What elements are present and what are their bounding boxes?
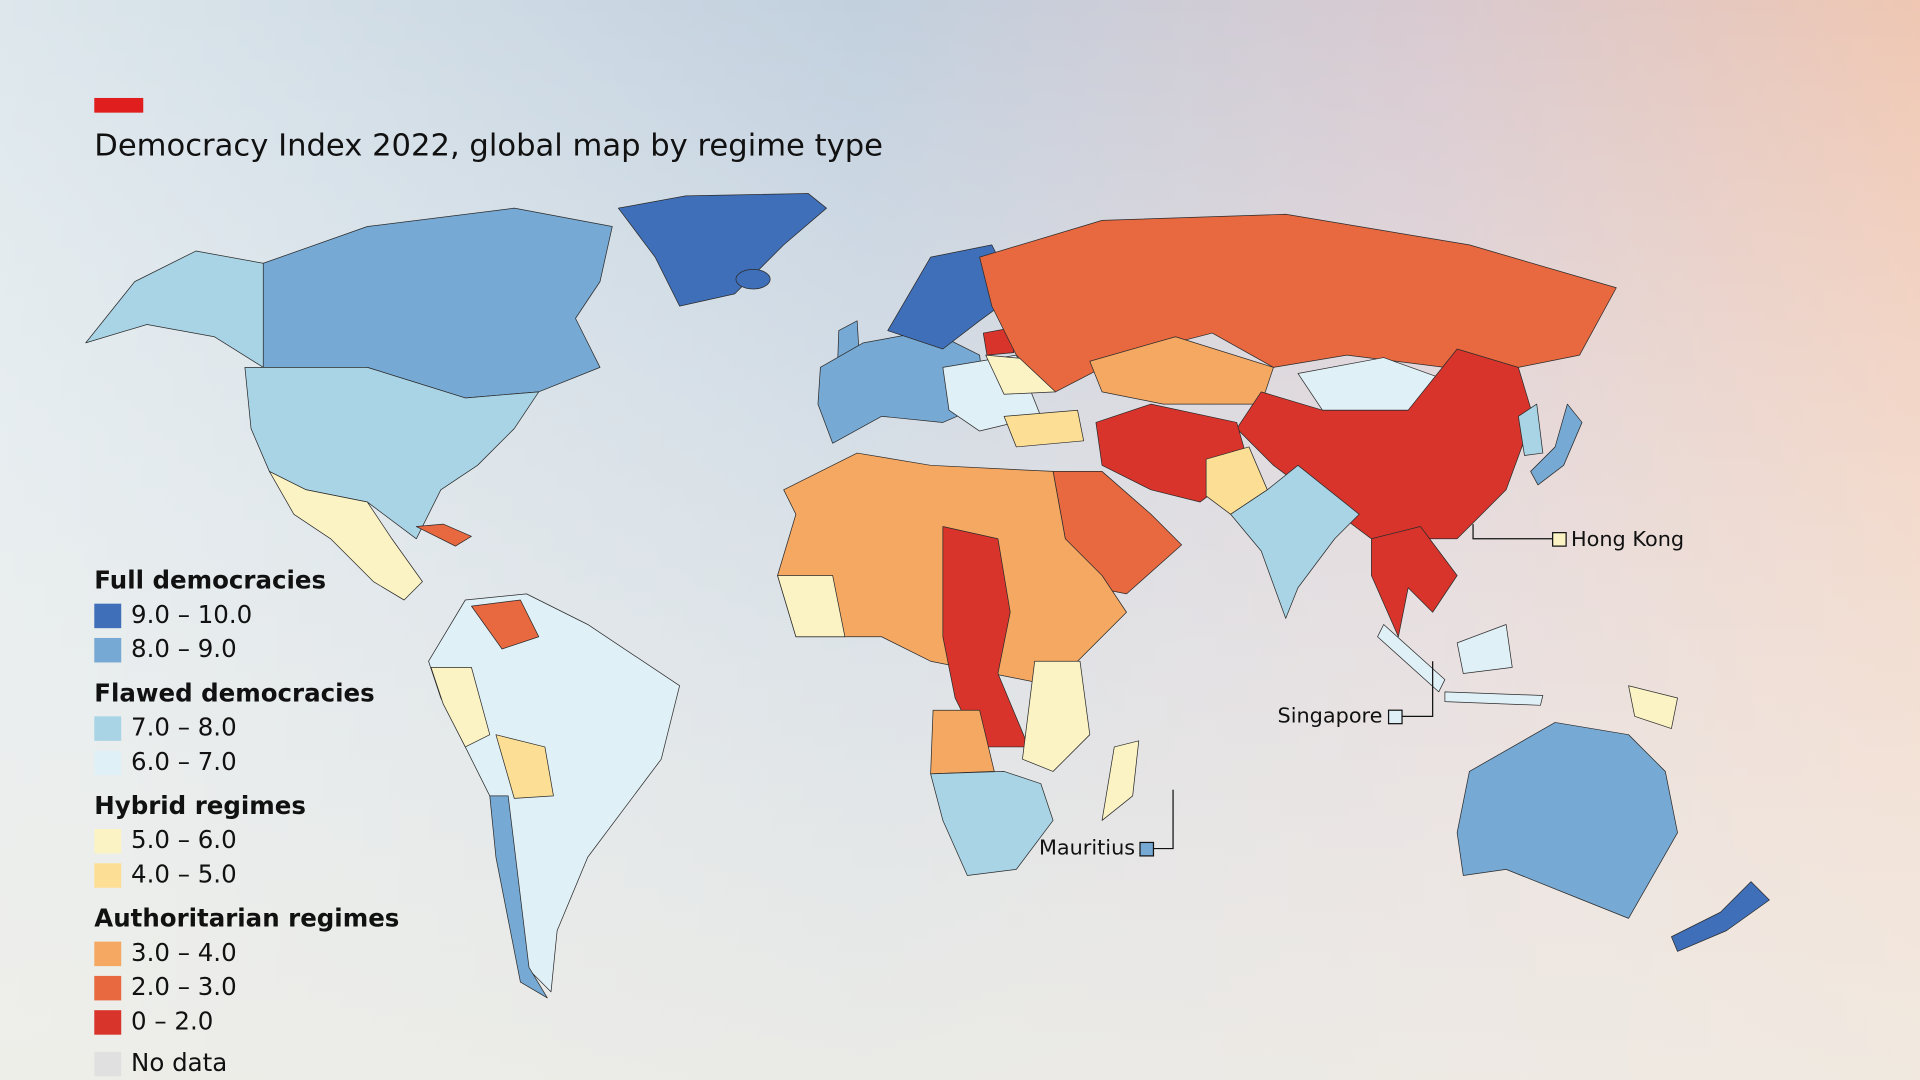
legend-swatch <box>94 1010 122 1035</box>
callout-label: Mauritius <box>1039 836 1135 860</box>
legend-label: 5.0 – 6.0 <box>131 825 237 854</box>
legend-group-title: Flawed democracies <box>94 678 374 707</box>
legend-label: 4.0 – 5.0 <box>131 860 237 889</box>
callout-label: Singapore <box>1278 703 1383 727</box>
papua <box>1628 685 1678 729</box>
greenland <box>618 193 827 307</box>
legend-label: 2.0 – 3.0 <box>131 972 237 1001</box>
legend-label: 7.0 – 8.0 <box>131 713 237 742</box>
legend-group-title: Full democracies <box>94 566 326 595</box>
southern-africa <box>930 771 1054 876</box>
borneo <box>1456 624 1513 674</box>
chile <box>489 795 548 999</box>
legend-label: 0 – 2.0 <box>131 1006 213 1035</box>
legend-label: No data <box>131 1048 227 1077</box>
legend-label: 6.0 – 7.0 <box>131 747 237 776</box>
legend-group-title: Authoritarian regimes <box>94 904 399 933</box>
alaska <box>85 250 264 368</box>
turkey <box>1003 409 1085 448</box>
callouts: Hong Kong Singapore Mauritius <box>1039 524 1684 860</box>
callout-line <box>1402 661 1434 717</box>
iceland <box>735 269 771 290</box>
legend-label: 3.0 – 4.0 <box>131 938 237 967</box>
title: Democracy Index 2022, global map by regi… <box>94 128 883 163</box>
callout-box <box>1387 709 1403 725</box>
west-africa <box>777 575 846 638</box>
legend-swatch <box>94 603 122 629</box>
legend: Full democracies 9.0 – 10.0 8.0 – 9.0 Flawe… <box>94 566 399 1077</box>
accent-bar <box>94 97 144 113</box>
australia <box>1456 722 1678 919</box>
new-zealand <box>1671 881 1770 952</box>
callout-line <box>1153 789 1174 850</box>
callout-label: Hong Kong <box>1571 527 1684 551</box>
legend-swatch <box>94 941 122 967</box>
japan <box>1530 403 1583 486</box>
cuba <box>415 523 472 547</box>
java <box>1444 691 1544 706</box>
southeast-asia <box>1371 526 1458 638</box>
venezuela <box>471 599 540 650</box>
world-map <box>85 193 1770 999</box>
andes <box>430 666 491 748</box>
mexico-central-america <box>269 471 423 601</box>
callout-box <box>1552 532 1567 547</box>
east-africa <box>1022 660 1091 772</box>
sumatra <box>1377 624 1446 693</box>
madagascar <box>1101 740 1140 821</box>
india <box>1230 464 1360 619</box>
legend-label: 9.0 – 10.0 <box>131 600 252 629</box>
legend-label: 8.0 – 9.0 <box>131 634 237 663</box>
korea <box>1518 403 1544 456</box>
legend-swatch <box>94 828 122 854</box>
legend-group-title: Hybrid regimes <box>94 791 306 820</box>
bolivia <box>495 734 554 799</box>
legend-swatch <box>94 975 122 1001</box>
legend-swatch <box>94 1051 122 1077</box>
callout-box <box>1139 841 1155 857</box>
legend-swatch <box>94 716 122 741</box>
callout-line <box>1472 524 1553 540</box>
legend-swatch <box>94 750 122 776</box>
legend-swatch <box>94 863 122 888</box>
legend-swatch <box>94 637 122 663</box>
